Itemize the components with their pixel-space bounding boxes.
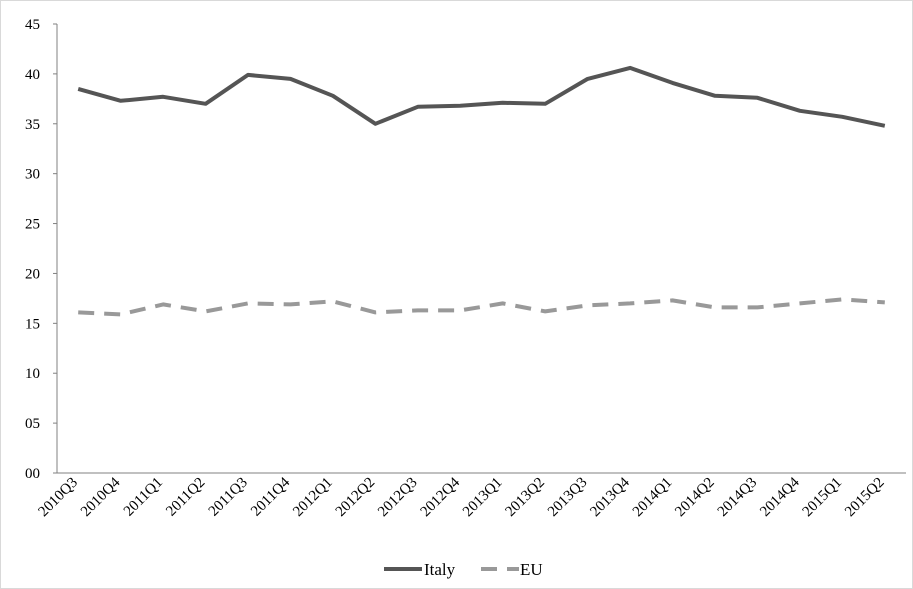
- series-lines: [77, 65, 886, 317]
- y-tick-label: 00: [25, 466, 40, 482]
- y-tick-label: 30: [25, 167, 40, 183]
- legend: Italy EU: [384, 560, 543, 579]
- series-line-eu: [78, 297, 885, 317]
- axes: [53, 23, 906, 474]
- y-tick-label: 10: [25, 366, 40, 382]
- y-tick-label: 20: [25, 266, 40, 282]
- y-tick-label: 25: [25, 217, 40, 233]
- series-line-italy: [77, 65, 886, 128]
- y-tick-label: 15: [25, 316, 40, 332]
- y-tick-labels: 00 05 10 15 20 25 30 35 40 45: [25, 17, 40, 482]
- y-tick-label: 45: [25, 17, 40, 33]
- y-tick-label: 35: [25, 117, 40, 133]
- legend-label-italy: Italy: [424, 560, 456, 579]
- y-tick-label: 05: [25, 416, 40, 432]
- legend-label-eu: EU: [520, 560, 543, 579]
- y-tick-label: 40: [25, 67, 40, 83]
